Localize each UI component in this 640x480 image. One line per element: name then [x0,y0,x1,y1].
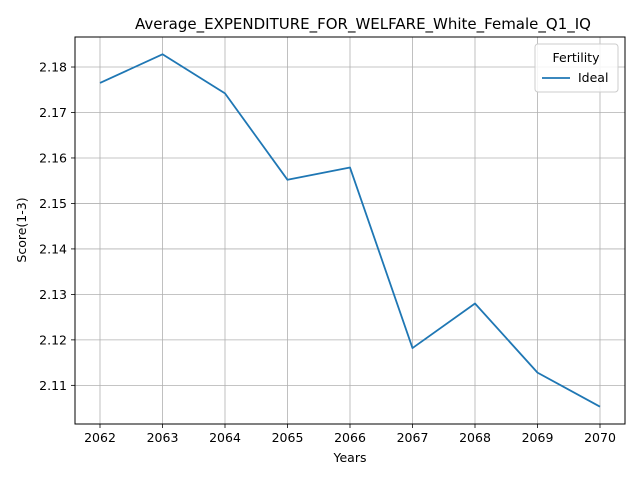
y-tick-label: 2.17 [39,105,67,120]
x-tick-label: 2066 [334,430,366,445]
x-axis: 2062 2063 2064 2065 2066 2067 2068 2069 2070 [84,424,616,445]
y-axis: 2.11 2.12 2.13 2.14 2.15 2.16 2.17 2.18 [39,60,75,393]
grid-lines [75,37,625,424]
y-tick-label: 2.16 [39,150,67,165]
legend: Fertility Ideal [534,43,619,93]
chart-title: Average_EXPENDITURE_FOR_WELFARE_White_Fe… [135,15,591,34]
series-line-ideal [99,53,601,408]
y-tick-label: 2.11 [39,378,67,393]
legend-title: Fertility [553,50,601,65]
x-tick-label: 2064 [209,430,241,445]
legend-label-ideal: Ideal [578,70,608,85]
y-tick-label: 2.12 [39,332,67,347]
x-tick-label: 2062 [84,430,116,445]
y-tick-label: 2.18 [39,60,67,75]
x-tick-label: 2069 [522,430,554,445]
x-tick-label: 2070 [584,430,616,445]
x-axis-title: Years [333,450,367,465]
x-tick-label: 2065 [272,430,304,445]
x-tick-label: 2068 [459,430,491,445]
series-layer [99,53,601,408]
x-tick-label: 2067 [397,430,429,445]
y-tick-label: 2.14 [39,241,67,256]
legend-box [534,43,619,93]
y-axis-title: Score(1-3) [14,197,29,262]
x-tick-label: 2063 [147,430,179,445]
y-tick-label: 2.15 [39,196,67,211]
y-tick-label: 2.13 [39,287,67,302]
